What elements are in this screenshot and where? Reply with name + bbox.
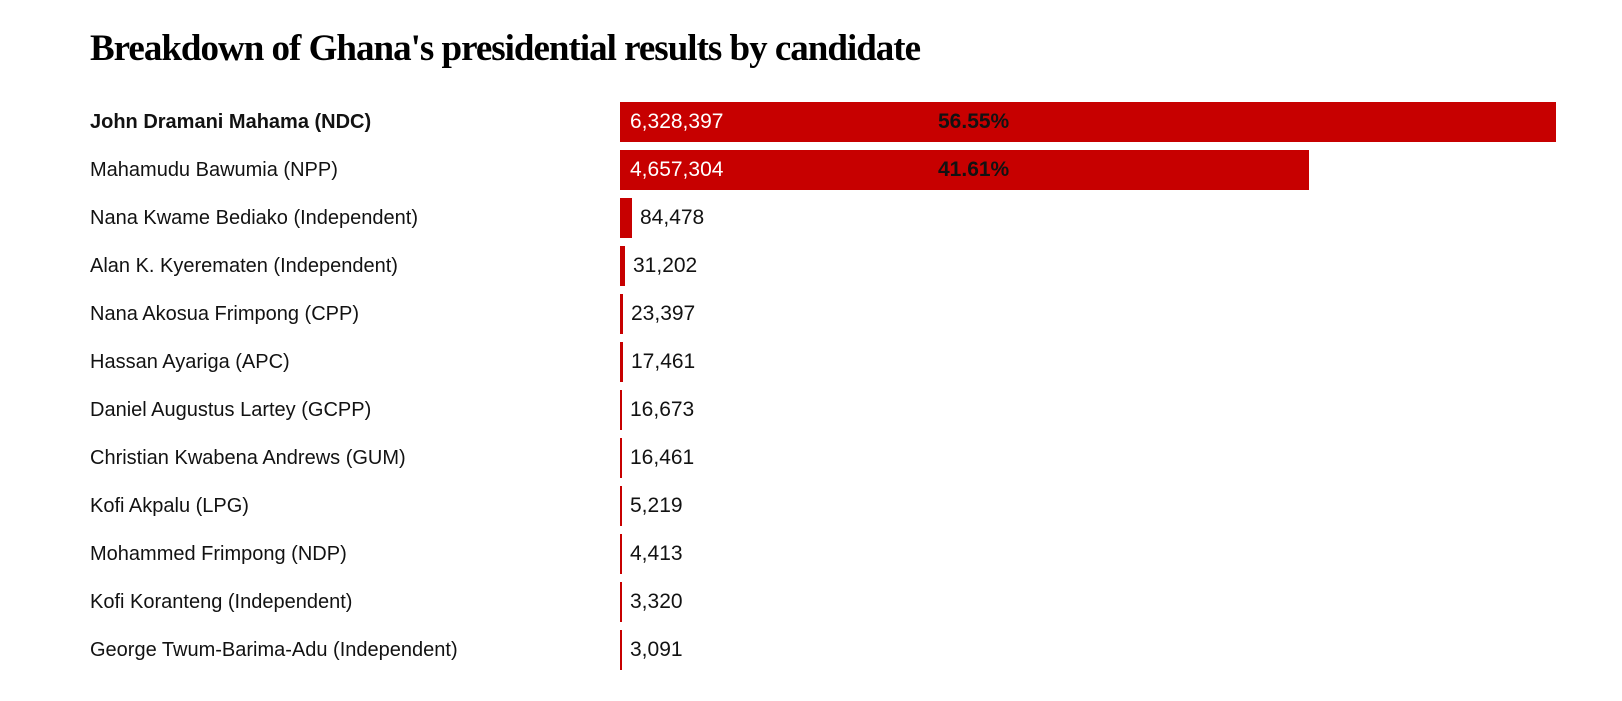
percent-label: 41.61% [938,158,1010,182]
vote-count-label: 3,091 [630,638,683,662]
bar-row: John Dramani Mahama (NDC) 6,328,397 56.5… [90,102,1622,143]
vote-bar [620,294,623,335]
vote-bar [620,630,622,671]
vote-bar [620,486,622,527]
candidate-label: Kofi Koranteng (Independent) [90,591,353,614]
vote-bar [620,438,622,479]
vote-count-label: 4,657,304 [630,158,724,182]
vote-bar [620,390,622,431]
vote-bar [620,582,622,623]
vote-count-label: 31,202 [633,254,698,278]
vote-count-label: 3,320 [630,590,683,614]
bar-area: 3,320 [620,582,1622,623]
bar-row: Kofi Koranteng (Independent) 3,320 [90,582,1622,623]
vote-count-label: 17,461 [631,350,696,374]
candidate-label: Nana Kwame Bediako (Independent) [90,207,418,230]
bar-row: Alan K. Kyerematen (Independent) 31,202 [90,246,1622,287]
candidate-label: Kofi Akpalu (LPG) [90,495,249,518]
bar-row: Nana Kwame Bediako (Independent) 84,478 [90,198,1622,239]
bar-area: 23,397 [620,294,1622,335]
bar-area: 31,202 [620,246,1622,287]
percent-label: 56.55% [938,110,1010,134]
vote-count-label: 84,478 [640,206,705,230]
vote-count-label: 16,461 [630,446,695,470]
vote-bar [620,246,625,287]
bar-row: Mahamudu Bawumia (NPP) 4,657,304 41.61% [90,150,1622,191]
bar-area: 4,413 [620,534,1622,575]
bar-row: Nana Akosua Frimpong (CPP) 23,397 [90,294,1622,335]
vote-count-label: 6,328,397 [630,110,724,134]
page-title: Breakdown of Ghana's presidential result… [90,28,921,69]
candidate-label: George Twum-Barima-Adu (Independent) [90,639,458,662]
bar-area: 4,657,304 41.61% [620,150,1622,191]
vote-bar [620,342,623,383]
vote-count-label: 4,413 [630,542,683,566]
candidate-label: Daniel Augustus Lartey (GCPP) [90,399,372,422]
bar-row: Hassan Ayariga (APC) 17,461 [90,342,1622,383]
candidate-label: Mohammed Frimpong (NDP) [90,543,347,566]
vote-bar [620,102,1556,143]
candidate-label: Alan K. Kyerematen (Independent) [90,255,398,278]
vote-bar [620,534,622,575]
vote-count-label: 16,673 [630,398,695,422]
bar-area: 16,461 [620,438,1622,479]
bar-area: 17,461 [620,342,1622,383]
bar-row: Daniel Augustus Lartey (GCPP) 16,673 [90,390,1622,431]
candidate-label: Mahamudu Bawumia (NPP) [90,159,338,182]
bar-area: 6,328,397 56.55% [620,102,1622,143]
bar-area: 5,219 [620,486,1622,527]
candidate-label: Nana Akosua Frimpong (CPP) [90,303,360,326]
bar-area: 16,673 [620,390,1622,431]
bar-row: Kofi Akpalu (LPG) 5,219 [90,486,1622,527]
bar-row: Christian Kwabena Andrews (GUM) 16,461 [90,438,1622,479]
vote-bar [620,198,632,239]
bar-area: 3,091 [620,630,1622,671]
candidate-label: Hassan Ayariga (APC) [90,351,290,374]
bar-chart: John Dramani Mahama (NDC) 6,328,397 56.5… [90,102,1622,671]
vote-count-label: 5,219 [630,494,683,518]
candidate-label: John Dramani Mahama (NDC) [90,111,372,134]
candidate-label: Christian Kwabena Andrews (GUM) [90,447,406,470]
vote-count-label: 23,397 [631,302,696,326]
bar-row: Mohammed Frimpong (NDP) 4,413 [90,534,1622,575]
bar-row: George Twum-Barima-Adu (Independent) 3,0… [90,630,1622,671]
vote-bar [620,150,1309,191]
bar-area: 84,478 [620,198,1622,239]
